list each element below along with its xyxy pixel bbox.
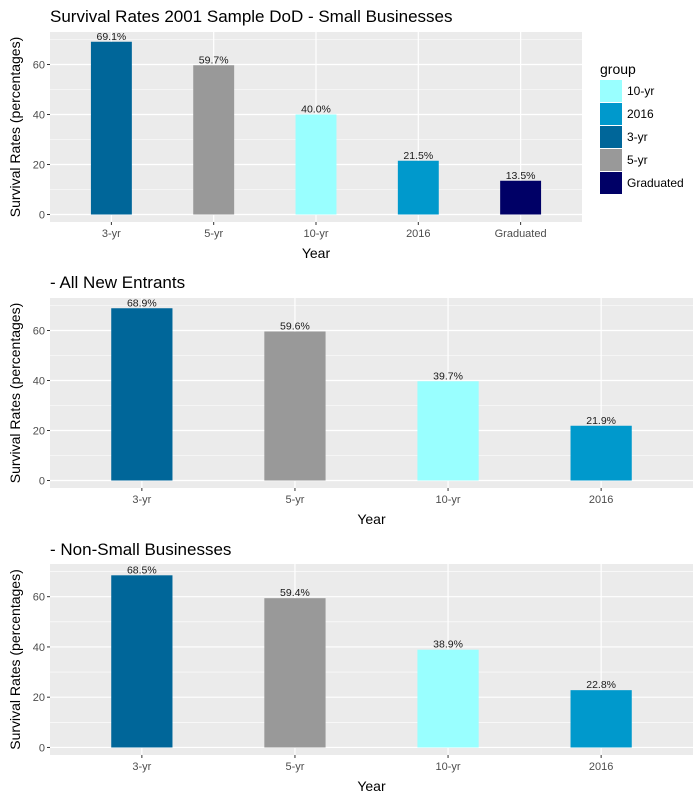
legend-label-3-yr: 3-yr	[627, 130, 648, 144]
bar-5-yr	[193, 65, 235, 215]
x-tick-label: 2016	[406, 228, 430, 240]
data-label-5-yr: 59.7%	[199, 54, 229, 66]
legend-label-2016: 2016	[627, 107, 654, 121]
data-label-10-yr: 38.9%	[433, 639, 463, 651]
y-tick-label: 60	[33, 326, 45, 338]
data-label-Graduated: 13.5%	[506, 170, 536, 182]
chart-title: - All New Entrants	[50, 273, 185, 292]
data-label-10-yr: 39.7%	[433, 370, 463, 382]
y-axis-title: Survival Rates (percentages)	[7, 303, 23, 484]
x-tick-label: 5-yr	[285, 761, 304, 773]
bar-3-yr	[111, 308, 173, 481]
x-axis-title: Year	[357, 778, 386, 794]
bar-10-yr	[417, 381, 479, 481]
y-tick-label: 40	[33, 642, 45, 654]
y-tick-label: 0	[39, 742, 45, 754]
legend-key-3-yr	[600, 126, 622, 148]
x-tick-label: 10-yr	[436, 494, 461, 506]
legend-label-Graduated: Graduated	[627, 176, 684, 190]
bar-5-yr	[264, 331, 326, 481]
chart-title: - Non-Small Businesses	[50, 540, 231, 559]
bar-2016	[570, 425, 632, 481]
legend: group 10-yr 2016 3-yr 5-yr Graduated	[600, 61, 684, 194]
data-label-3-yr: 68.9%	[127, 297, 157, 309]
legend-label-5-yr: 5-yr	[627, 153, 648, 167]
y-axis-title: Survival Rates (percentages)	[7, 569, 23, 750]
legend-key-10-yr	[600, 80, 622, 102]
y-axis-title: Survival Rates (percentages)	[7, 37, 23, 218]
data-label-5-yr: 59.6%	[280, 321, 310, 333]
y-tick-label: 0	[39, 210, 45, 222]
data-label-10-yr: 40.0%	[301, 104, 331, 116]
bar-3-yr	[90, 41, 132, 215]
legend-label-10-yr: 10-yr	[627, 84, 654, 98]
bar-5-yr	[264, 598, 326, 748]
bar-10-yr	[295, 114, 337, 215]
x-tick-label: 3-yr	[132, 761, 151, 773]
data-label-2016: 22.8%	[586, 679, 616, 691]
chart-title: Survival Rates 2001 Sample DoD - Small B…	[50, 7, 453, 26]
y-tick-label: 40	[33, 110, 45, 122]
x-tick-label: 10-yr	[436, 761, 461, 773]
chart-2: - All New Entrants 68.9% 59.6% 39.7% 21.9% 0 2…	[7, 273, 693, 527]
y-tick-label: 20	[33, 160, 45, 172]
x-axis-title: Year	[302, 245, 331, 261]
x-tick-label: 3-yr	[102, 228, 121, 240]
legend-title: group	[600, 61, 636, 77]
y-tick-label: 20	[33, 692, 45, 704]
legend-key-Graduated	[600, 172, 622, 194]
x-tick-label: 5-yr	[285, 494, 304, 506]
x-tick-label: 5-yr	[204, 228, 223, 240]
y-tick-label: 40	[33, 376, 45, 388]
y-tick-label: 60	[33, 60, 45, 72]
bar-Graduated	[500, 180, 542, 215]
bar-2016	[397, 160, 439, 215]
y-tick-label: 60	[33, 592, 45, 604]
bar-10-yr	[417, 649, 479, 748]
x-tick-label: 10-yr	[303, 228, 328, 240]
data-label-2016: 21.9%	[586, 415, 616, 427]
x-tick-label: Graduated	[495, 228, 547, 240]
y-tick-label: 0	[39, 476, 45, 488]
x-tick-label: 2016	[589, 494, 613, 506]
y-tick-label: 20	[33, 426, 45, 438]
data-label-5-yr: 59.4%	[280, 587, 310, 599]
chart-1: Survival Rates 2001 Sample DoD - Small B…	[7, 7, 684, 261]
data-label-2016: 21.5%	[403, 150, 433, 162]
bar-3-yr	[111, 575, 173, 748]
data-label-3-yr: 68.5%	[127, 564, 157, 576]
x-tick-label: 2016	[589, 761, 613, 773]
chart-3: - Non-Small Businesses 68.5% 59.4% 38.9% 22.…	[7, 540, 693, 794]
x-axis-title: Year	[357, 511, 386, 527]
bar-2016	[570, 690, 632, 748]
legend-key-2016	[600, 103, 622, 125]
x-tick-label: 3-yr	[132, 494, 151, 506]
legend-key-5-yr	[600, 149, 622, 171]
data-label-3-yr: 69.1%	[96, 31, 126, 43]
